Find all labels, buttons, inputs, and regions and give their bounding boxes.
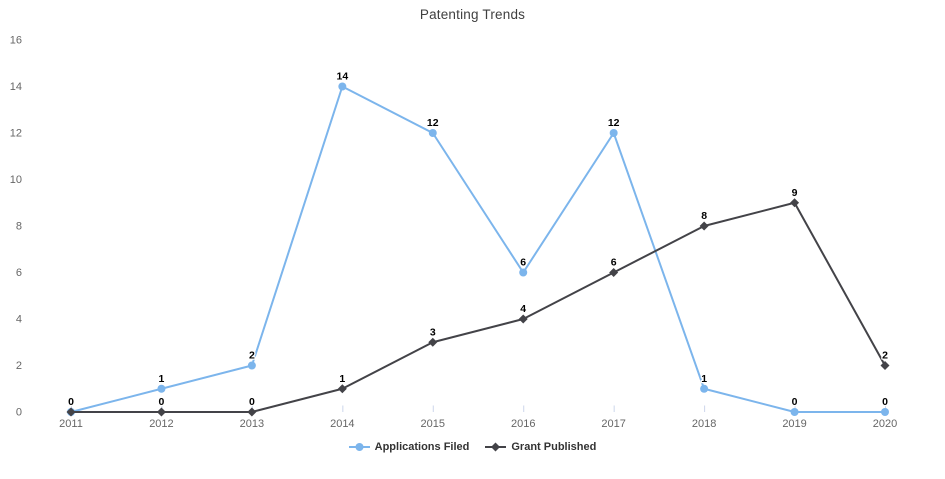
data-point-label: 1 [339, 373, 345, 385]
x-axis-tick-label: 2012 [149, 418, 173, 430]
data-point-label: 12 [427, 117, 439, 129]
data-point-label: 3 [430, 326, 436, 338]
data-point-marker-diamond[interactable] [609, 268, 619, 277]
data-point-label: 1 [701, 373, 707, 385]
data-point-marker-circle[interactable] [247, 361, 256, 370]
data-point-label: 0 [882, 396, 888, 408]
legend-marker-diamond-icon [485, 442, 507, 452]
data-point-label: 14 [336, 71, 348, 83]
legend-item-grant-published[interactable]: Grant Published [485, 441, 596, 453]
data-point-label: 2 [882, 350, 888, 362]
x-axis-tick-label: 2018 [692, 418, 716, 430]
data-point-marker-circle[interactable] [157, 384, 166, 393]
data-point-marker-diamond[interactable] [699, 221, 709, 231]
data-point-marker-diamond[interactable] [790, 198, 800, 208]
x-axis-tick-label: 2016 [511, 418, 535, 430]
y-axis-tick-label: 16 [10, 35, 22, 47]
data-point-marker-circle[interactable] [700, 384, 709, 393]
data-point-label: 0 [249, 396, 255, 408]
data-point-marker-diamond[interactable] [518, 314, 528, 324]
data-point-marker-circle[interactable] [881, 408, 889, 416]
x-axis-tick-label: 2015 [421, 418, 445, 430]
data-point-label: 0 [792, 396, 798, 408]
y-axis-tick-label: 10 [10, 174, 22, 186]
legend-marker-circle-icon [348, 443, 370, 451]
data-point-marker-circle[interactable] [428, 129, 437, 137]
data-point-marker-circle[interactable] [609, 129, 618, 137]
data-point-marker-circle[interactable] [519, 268, 528, 277]
x-axis-tick-label: 2014 [330, 418, 354, 430]
series-line [70, 85, 886, 413]
x-axis-tick-label: 2013 [240, 418, 264, 430]
data-point-marker-diamond[interactable] [66, 407, 76, 417]
data-point-label: 0 [159, 396, 165, 408]
data-point-marker-diamond[interactable] [156, 407, 166, 417]
legend-item-applications-filed[interactable]: Applications Filed [348, 441, 470, 453]
data-point-label: 12 [608, 117, 620, 129]
data-point-marker-circle[interactable] [790, 408, 799, 416]
chart-title: Patenting Trends [419, 7, 526, 22]
data-point-label: 6 [520, 257, 526, 269]
series-line [70, 201, 886, 413]
x-axis-tick-label: 2017 [601, 418, 625, 430]
y-axis-tick-label: 6 [16, 267, 22, 279]
data-point-label: 0 [68, 396, 74, 408]
data-point-label: 2 [249, 350, 255, 362]
data-point-marker-diamond[interactable] [880, 361, 890, 370]
data-point-marker-diamond[interactable] [428, 337, 438, 347]
x-axis-tick-label: 2011 [59, 418, 83, 430]
data-point-label: 8 [701, 210, 707, 222]
y-axis-tick-label: 8 [16, 221, 22, 233]
y-axis-tick-label: 2 [16, 360, 22, 372]
chart-legend: Applications Filed Grant Published [0, 441, 945, 453]
y-axis-tick-label: 4 [16, 314, 22, 326]
x-axis-tick-label: 2019 [782, 418, 806, 430]
data-point-label: 6 [611, 257, 617, 269]
legend-label-applications-filed: Applications Filed [374, 441, 470, 453]
legend-label-grant-published: Grant Published [511, 441, 597, 453]
data-point-label: 0 [68, 396, 74, 408]
data-point-label: 1 [159, 373, 165, 385]
data-point-label: 9 [792, 187, 798, 199]
y-axis-tick-label: 0 [16, 407, 22, 419]
data-point-marker-diamond[interactable] [247, 407, 257, 417]
y-axis-tick-label: 12 [10, 128, 22, 140]
data-point-marker-diamond[interactable] [337, 384, 347, 394]
y-axis-tick-label: 14 [10, 81, 22, 93]
data-point-marker-circle[interactable] [338, 82, 347, 91]
data-point-label: 4 [520, 303, 526, 315]
x-axis-tick-label: 2020 [873, 418, 897, 430]
